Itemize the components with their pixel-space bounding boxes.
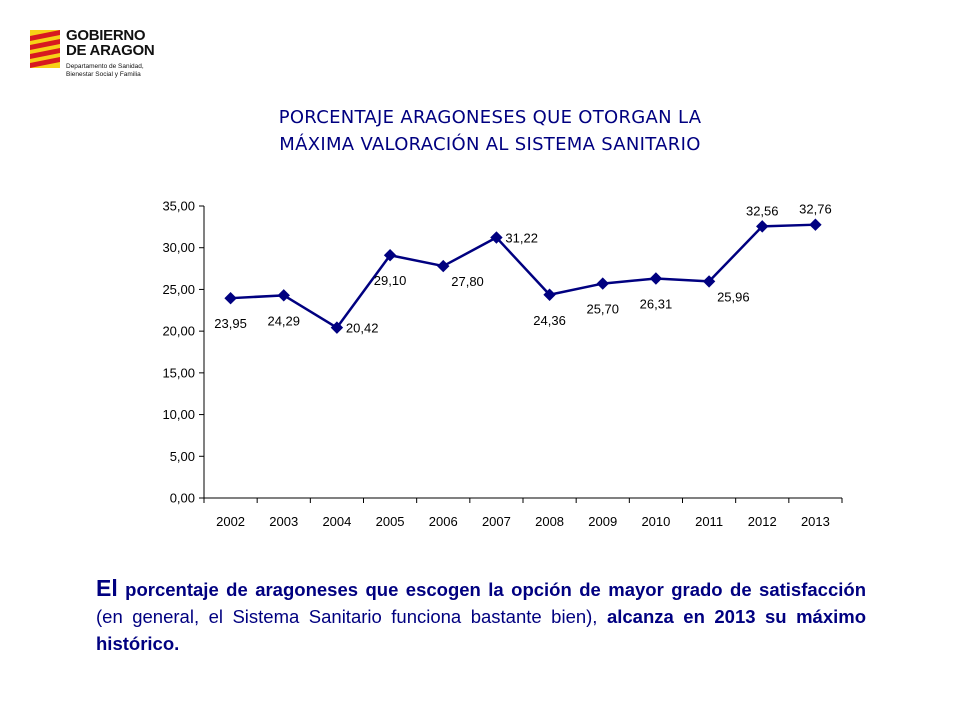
data-label: 24,36	[533, 313, 566, 328]
data-point	[330, 321, 344, 334]
y-tick-label: 30,00	[162, 240, 195, 255]
line-chart: 0,00 5,00 10,00 15,00 20,00 25,00 30,00 35,00 20…	[162, 199, 843, 529]
aragon-flag-icon	[30, 30, 60, 68]
y-tick-label: 25,00	[162, 282, 195, 297]
logo-dept-line1: Departamento de Sanidad,	[66, 63, 144, 70]
data-label: 20,42	[346, 321, 379, 336]
data-label: 25,96	[717, 289, 750, 304]
data-label: 32,56	[746, 203, 779, 218]
x-tick-label: 2013	[801, 514, 830, 529]
caption-part3: (en general, el Sistema Sanitario funcio…	[96, 606, 607, 627]
caption-part1: El	[96, 575, 118, 601]
data-point	[383, 249, 397, 262]
data-point	[649, 272, 663, 285]
x-tick-label: 2005	[376, 514, 405, 529]
logo-line2: DE ARAGON	[66, 42, 155, 59]
y-tick-label: 10,00	[162, 407, 195, 422]
data-label: 24,29	[267, 313, 300, 328]
y-tick-label: 0,00	[170, 491, 195, 506]
y-tick-label: 5,00	[170, 449, 195, 464]
chart-title: PORCENTAJE ARAGONESES QUE OTORGAN LA MÁX…	[180, 104, 800, 158]
x-tick-label: 2010	[641, 514, 670, 529]
data-label: 25,70	[586, 302, 619, 317]
logo-line1: GOBIERNO	[66, 27, 146, 44]
logo-department: Departamento de Sanidad, Bienestar Socia…	[66, 63, 144, 79]
data-point	[543, 288, 556, 301]
caption-part4: alcanza en 2013 su máximo histórico.	[96, 606, 867, 654]
x-tick-label: 2003	[269, 514, 298, 529]
data-point	[437, 259, 450, 273]
data-label: 29,10	[374, 273, 407, 288]
chart-title-line1: PORCENTAJE ARAGONESES QUE OTORGAN LA	[278, 107, 702, 128]
x-tick-label: 2002	[216, 514, 245, 529]
y-tick-label: 20,00	[162, 324, 195, 339]
data-label: 27,80	[451, 274, 484, 289]
data-point	[224, 291, 237, 305]
caption-part2: porcentaje de aragoneses que escogen la …	[117, 579, 866, 600]
data-label: 32,76	[799, 202, 832, 217]
gobierno-aragon-logo: GOBIERNO DE ARAGON Departamento de Sanid…	[30, 22, 180, 82]
caption-text: El porcentaje de aragoneses que escogen …	[96, 575, 866, 657]
data-point	[702, 275, 716, 288]
data-point	[596, 277, 609, 290]
data-point	[277, 289, 290, 302]
data-point	[490, 231, 503, 244]
data-label: 26,31	[640, 296, 673, 311]
y-tick-label: 35,00	[162, 199, 195, 214]
chart-title-line2: MÁXIMA VALORACIÓN AL SISTEMA SANITARIO	[279, 134, 701, 155]
y-tick-label: 15,00	[162, 365, 195, 380]
logo-dept-line2: Bienestar Social y Familia	[66, 71, 141, 78]
x-tick-label: 2004	[322, 514, 351, 529]
data-label: 23,95	[214, 316, 247, 331]
data-point	[756, 220, 769, 233]
series-line	[230, 223, 816, 329]
x-tick-label: 2006	[429, 514, 458, 529]
x-tick-label: 2009	[588, 514, 617, 529]
data-point	[809, 218, 822, 231]
data-label: 31,22	[505, 231, 538, 246]
x-tick-label: 2012	[748, 514, 777, 529]
x-tick-label: 2011	[695, 514, 723, 529]
x-tick-label: 2007	[482, 514, 511, 529]
logo-name: GOBIERNO DE ARAGON	[66, 27, 155, 59]
x-tick-label: 2008	[535, 514, 564, 529]
